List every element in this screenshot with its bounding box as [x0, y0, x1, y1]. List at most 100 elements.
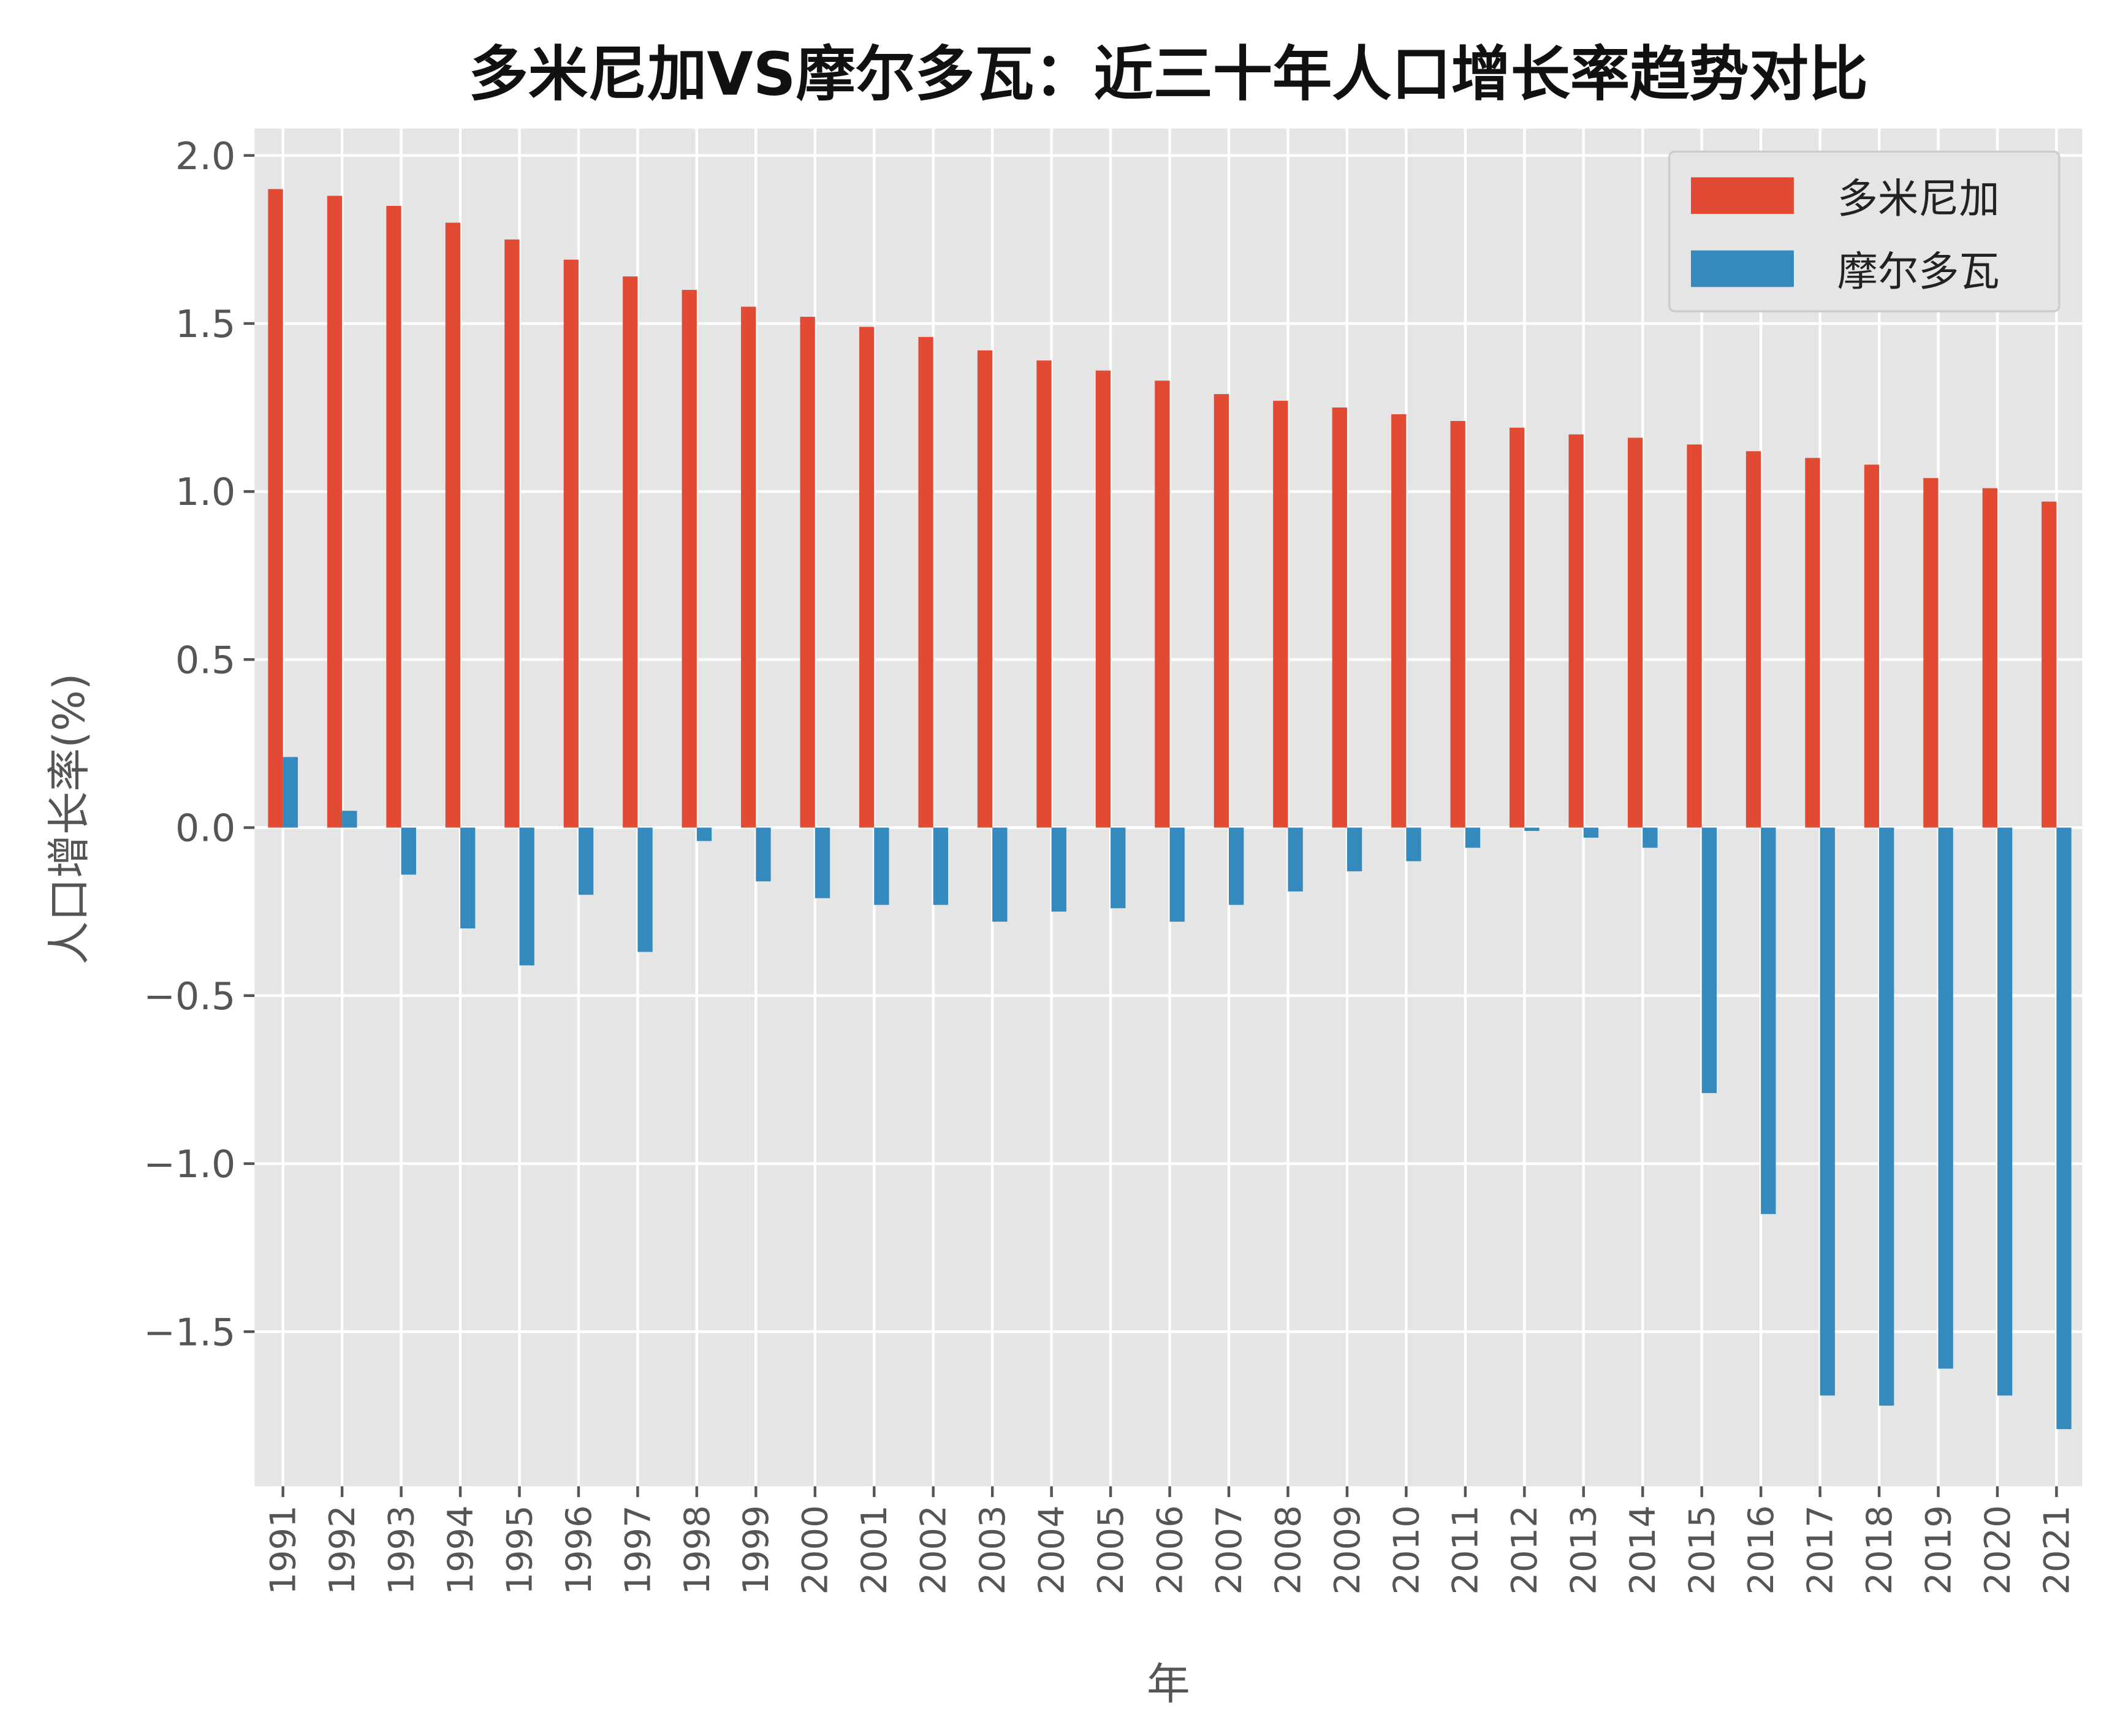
bar-dominica-2014: [1627, 438, 1643, 828]
y-tick-label: −1.0: [143, 1142, 235, 1186]
bar-dominica-2017: [1805, 458, 1820, 828]
bar-moldova-2017: [1820, 827, 1835, 1396]
bar-moldova-2008: [1288, 827, 1303, 892]
bar-dominica-1993: [386, 205, 401, 828]
legend: 多米尼加 摩尔多瓦: [1668, 150, 2061, 313]
x-axis-label: 年: [1147, 1658, 1190, 1709]
bar-dominica-2001: [859, 327, 875, 828]
x-tick-label: 2003: [972, 1505, 1013, 1594]
bar-dominica-2019: [1923, 478, 1939, 828]
legend-label-moldova: 摩尔多瓦: [1837, 248, 2000, 295]
x-tick-label: 1997: [617, 1505, 658, 1594]
x-tick-label: 2012: [1504, 1505, 1545, 1594]
bar-moldova-2000: [815, 827, 830, 898]
x-tick-label: 2008: [1267, 1505, 1309, 1594]
x-tick-label: 2010: [1386, 1505, 1427, 1594]
bar-moldova-1994: [460, 827, 476, 929]
bar-dominica-2021: [2042, 501, 2057, 828]
bar-dominica-2020: [1982, 488, 1997, 828]
bar-dominica-2018: [1864, 464, 1880, 828]
legend-swatch-moldova: [1691, 250, 1794, 287]
bar-moldova-1993: [401, 827, 416, 875]
legend-label-dominica: 多米尼加: [1837, 175, 2000, 222]
bar-dominica-1999: [741, 306, 756, 828]
bar-moldova-2003: [992, 827, 1008, 922]
y-tick-label: −0.5: [143, 974, 235, 1018]
bar-dominica-2004: [1036, 360, 1052, 828]
bar-moldova-2001: [874, 827, 889, 905]
bar-moldova-2005: [1111, 827, 1126, 909]
x-tick-label: 2005: [1090, 1505, 1131, 1594]
y-tick-label: −1.5: [143, 1310, 235, 1354]
bar-dominica-2011: [1450, 420, 1465, 828]
x-tick-label: 2021: [2036, 1505, 2077, 1594]
bar-moldova-2009: [1347, 827, 1362, 871]
bar-moldova-2021: [2056, 827, 2072, 1430]
y-tick-label: 0.0: [175, 806, 235, 851]
y-axis: −1.5 −1.0 −0.5 0.0 0.5 1.0 1.5 2.0: [143, 134, 255, 1354]
bar-moldova-2007: [1229, 827, 1244, 905]
bar-dominica-2002: [918, 336, 933, 828]
x-tick-label: 1991: [263, 1505, 304, 1594]
x-tick-label: 2004: [1031, 1505, 1073, 1594]
y-tick-label: 2.0: [175, 134, 235, 178]
x-tick-label: 2009: [1327, 1505, 1368, 1594]
x-tick-label: 1999: [735, 1505, 777, 1594]
x-tick-label: 2015: [1682, 1505, 1723, 1594]
y-tick-label: 0.5: [175, 638, 235, 682]
bar-moldova-1996: [578, 827, 594, 895]
bar-dominica-2003: [977, 350, 993, 828]
bar-dominica-1996: [563, 259, 579, 828]
legend-swatch-dominica: [1691, 177, 1794, 214]
bar-dominica-2013: [1568, 434, 1584, 828]
x-tick-label: 2017: [1799, 1505, 1840, 1594]
bar-moldova-2012: [1524, 827, 1540, 832]
bar-dominica-2008: [1273, 401, 1288, 828]
x-tick-label: 2014: [1622, 1505, 1663, 1594]
bar-moldova-1999: [756, 827, 771, 882]
x-tick-label: 2011: [1445, 1505, 1486, 1594]
x-tick-label: 1998: [677, 1505, 718, 1594]
bar-dominica-1994: [445, 222, 461, 828]
bar-moldova-2013: [1583, 827, 1599, 838]
x-tick-label: 2020: [1977, 1505, 2018, 1594]
bar-dominica-2010: [1391, 414, 1407, 828]
x-axis: 1991 1992 1993 1994 1995 1996 1997 1998 1999 2000…: [263, 1486, 2077, 1595]
bar-dominica-2006: [1155, 381, 1170, 828]
bar-moldova-2006: [1169, 827, 1185, 922]
x-tick-label: 2016: [1741, 1505, 1782, 1594]
x-tick-label: 1993: [381, 1505, 422, 1594]
x-tick-label: 1992: [322, 1505, 363, 1594]
bar-moldova-2010: [1406, 827, 1421, 862]
y-tick-label: 1.5: [175, 302, 235, 346]
bar-dominica-2009: [1332, 407, 1347, 828]
x-tick-label: 2000: [795, 1505, 836, 1594]
bar-moldova-1992: [342, 811, 357, 828]
x-tick-label: 1996: [558, 1505, 599, 1594]
bar-dominica-2007: [1214, 394, 1229, 828]
x-tick-label: 2006: [1149, 1505, 1190, 1594]
bar-moldova-2015: [1701, 827, 1717, 1093]
bar-moldova-2014: [1643, 827, 1658, 848]
y-tick-label: 1.0: [175, 470, 235, 514]
bar-moldova-1995: [519, 827, 534, 966]
bars: [268, 189, 2072, 1430]
x-tick-label: 2013: [1563, 1505, 1605, 1594]
bar-moldova-2004: [1051, 827, 1066, 912]
bar-moldova-2011: [1465, 827, 1481, 848]
y-axis-label: 人口增长率(%): [44, 673, 94, 965]
bar-moldova-2016: [1761, 827, 1776, 1215]
bar-dominica-2005: [1095, 370, 1111, 828]
x-tick-label: 2007: [1209, 1505, 1250, 1594]
chart-title: 多米尼加VS摩尔多瓦：近三十年人口增长率趋势对比: [469, 40, 1868, 109]
bar-moldova-2019: [1938, 827, 1953, 1369]
bar-moldova-1997: [637, 827, 653, 952]
x-tick-label: 1994: [440, 1505, 481, 1594]
bar-dominica-2000: [800, 316, 815, 828]
bar-dominica-2016: [1745, 451, 1761, 828]
bar-dominica-1991: [268, 189, 283, 828]
x-tick-label: 2018: [1859, 1505, 1900, 1594]
bar-moldova-2002: [933, 827, 949, 905]
x-tick-label: 1995: [499, 1505, 540, 1594]
